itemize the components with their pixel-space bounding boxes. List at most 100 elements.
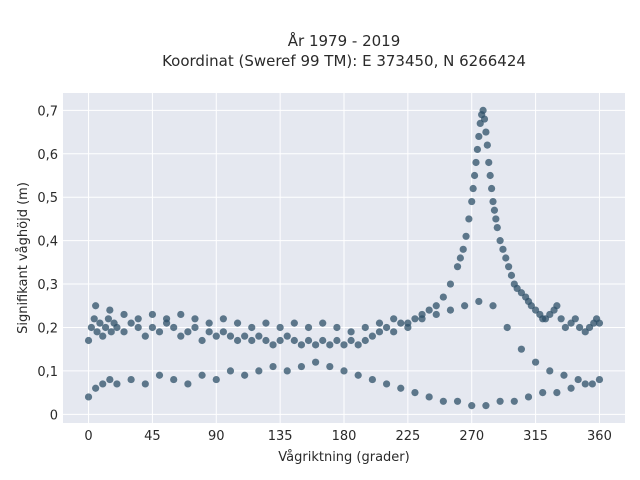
data-point bbox=[496, 397, 504, 405]
x-tick-label: 360 bbox=[587, 429, 612, 444]
x-tick-label: 315 bbox=[523, 429, 548, 444]
data-point bbox=[557, 315, 565, 323]
data-point bbox=[297, 362, 306, 371]
y-tick-label: 0,3 bbox=[37, 278, 58, 293]
data-point bbox=[148, 310, 157, 319]
data-point bbox=[382, 380, 391, 388]
data-point bbox=[205, 328, 213, 336]
data-point bbox=[453, 397, 462, 405]
data-point bbox=[446, 306, 455, 314]
data-point bbox=[233, 319, 242, 327]
x-tick-label: 135 bbox=[268, 429, 293, 444]
data-point bbox=[489, 302, 497, 310]
chart-title: År 1979 - 2019 bbox=[288, 31, 401, 50]
data-point bbox=[290, 336, 298, 345]
data-point bbox=[595, 319, 604, 327]
data-point bbox=[397, 384, 405, 392]
data-point bbox=[219, 328, 227, 336]
data-point bbox=[461, 302, 469, 310]
data-point bbox=[170, 323, 178, 332]
data-point bbox=[90, 315, 98, 323]
data-point bbox=[397, 319, 405, 327]
data-point bbox=[485, 158, 493, 167]
data-point bbox=[212, 332, 220, 340]
x-tick-label: 180 bbox=[332, 429, 357, 444]
data-point bbox=[312, 341, 320, 349]
data-point bbox=[505, 263, 513, 271]
data-point bbox=[487, 184, 496, 193]
x-tick-label: 45 bbox=[144, 429, 161, 444]
data-point bbox=[92, 384, 100, 392]
data-point bbox=[163, 315, 171, 323]
data-point bbox=[127, 319, 135, 327]
data-point bbox=[304, 323, 313, 332]
data-point bbox=[480, 115, 489, 123]
data-point bbox=[99, 332, 107, 340]
x-tick-label: 0 bbox=[84, 429, 92, 444]
data-point bbox=[319, 319, 327, 327]
data-point bbox=[113, 380, 121, 388]
data-point bbox=[226, 332, 235, 340]
data-point bbox=[492, 215, 500, 223]
data-point bbox=[155, 371, 164, 379]
data-point bbox=[93, 328, 101, 336]
data-point bbox=[468, 197, 476, 206]
data-point bbox=[283, 367, 291, 375]
data-point bbox=[255, 367, 263, 375]
data-point bbox=[459, 245, 467, 253]
data-point bbox=[101, 323, 110, 332]
data-point bbox=[475, 132, 483, 141]
data-point bbox=[276, 323, 284, 332]
data-point bbox=[269, 362, 277, 371]
data-point bbox=[96, 319, 104, 327]
data-point bbox=[493, 224, 501, 232]
data-point bbox=[212, 375, 220, 384]
data-point bbox=[354, 371, 362, 379]
data-point bbox=[486, 171, 494, 180]
data-point bbox=[595, 375, 604, 384]
data-point bbox=[233, 336, 242, 345]
y-tick-label: 0,4 bbox=[37, 235, 58, 250]
data-point bbox=[241, 371, 249, 379]
data-point bbox=[248, 336, 256, 345]
data-point bbox=[198, 336, 206, 345]
data-point bbox=[191, 315, 199, 323]
data-point bbox=[524, 393, 533, 401]
data-point bbox=[475, 297, 483, 306]
data-point bbox=[290, 319, 298, 327]
data-point bbox=[469, 184, 477, 193]
data-point bbox=[340, 341, 348, 349]
data-point bbox=[588, 380, 596, 388]
data-point bbox=[198, 371, 206, 379]
data-point bbox=[319, 336, 327, 345]
data-point bbox=[567, 384, 575, 392]
data-point bbox=[368, 375, 376, 384]
data-point bbox=[425, 393, 433, 401]
data-point bbox=[581, 380, 589, 388]
data-point bbox=[283, 332, 291, 340]
data-point bbox=[473, 145, 482, 154]
chart-subtitle: Koordinat (Sweref 99 TM): E 373450, N 62… bbox=[162, 52, 526, 70]
data-point bbox=[539, 389, 547, 397]
data-point bbox=[127, 375, 135, 384]
data-point bbox=[99, 380, 107, 388]
y-tick-label: 0,1 bbox=[37, 365, 58, 380]
data-point bbox=[375, 328, 384, 336]
data-point bbox=[456, 254, 464, 262]
data-point bbox=[155, 328, 164, 336]
data-point bbox=[479, 106, 487, 114]
data-point bbox=[390, 315, 398, 323]
data-point bbox=[361, 336, 369, 345]
data-point bbox=[92, 302, 100, 310]
data-point bbox=[177, 332, 185, 340]
data-point bbox=[297, 341, 306, 349]
x-tick-labels: 0 45 90 135 180 225 270 315 360 bbox=[84, 429, 611, 444]
data-point bbox=[470, 171, 479, 180]
data-point bbox=[571, 315, 579, 323]
data-point bbox=[177, 310, 185, 319]
data-point bbox=[439, 397, 447, 405]
data-point bbox=[468, 402, 476, 410]
data-point bbox=[113, 323, 121, 332]
data-point bbox=[574, 375, 582, 384]
data-point bbox=[134, 323, 142, 332]
